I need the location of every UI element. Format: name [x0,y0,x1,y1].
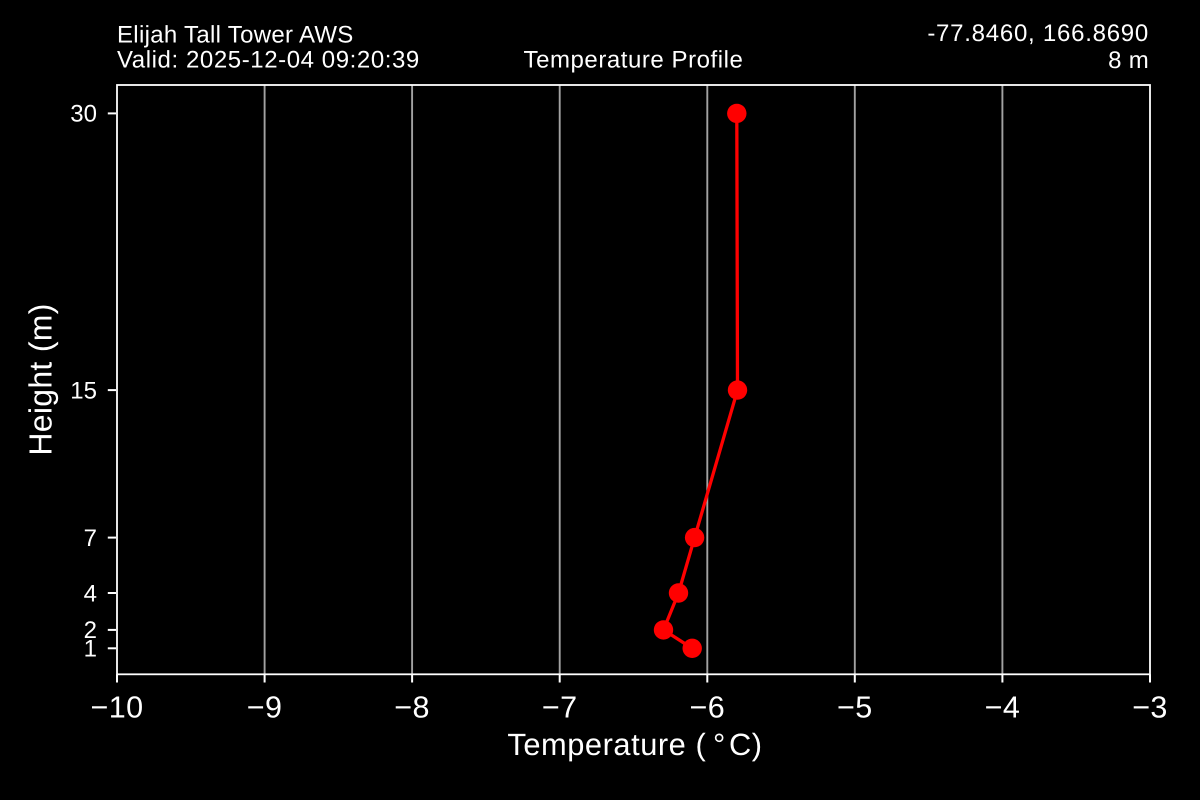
svg-text:Temperature ( ° C): Temperature ( ° C) [507,727,762,762]
svg-text:30: 30 [70,101,97,128]
svg-text:−8: −8 [394,691,430,725]
svg-text:7: 7 [84,525,97,552]
svg-text:15: 15 [70,377,97,404]
svg-text:−7: −7 [542,691,578,725]
svg-text:−4: −4 [985,691,1021,725]
svg-text:Temperature Profile: Temperature Profile [524,46,744,73]
svg-text:−3: −3 [1132,691,1168,725]
svg-text:−10: −10 [91,691,144,725]
svg-text:Valid: 2025-12-04 09:20:39: Valid: 2025-12-04 09:20:39 [117,47,420,74]
svg-text:-77.8460, 166.8690: -77.8460, 166.8690 [927,20,1149,47]
svg-text:−5: −5 [837,691,873,725]
svg-text:Elijah Tall Tower AWS: Elijah Tall Tower AWS [117,22,354,49]
svg-text:2: 2 [84,617,97,644]
svg-text:1: 1 [84,636,97,663]
svg-text:Height (m): Height (m) [23,303,59,455]
svg-text:−9: −9 [247,691,283,725]
svg-text:8 m: 8 m [1108,47,1149,74]
svg-text:−6: −6 [690,691,726,725]
svg-text:4: 4 [84,580,97,607]
